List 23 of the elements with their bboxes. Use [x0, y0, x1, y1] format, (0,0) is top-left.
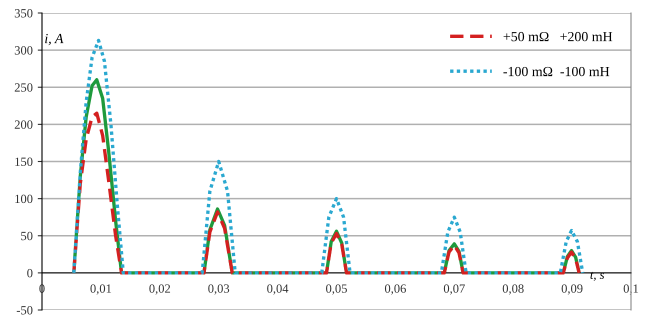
y-tick-label: 250 — [14, 83, 32, 92]
x-tick-label: 0,05 — [326, 284, 347, 295]
y-tick-label: 100 — [15, 194, 32, 204]
x-tick-label: 0,09 — [562, 284, 583, 295]
x-tick-label: 0,08 — [502, 284, 524, 295]
legend-label: +50 mΩ +200 mH — [504, 32, 612, 42]
x-tick-label: 0,04 — [267, 284, 288, 295]
x-tick-label: 0,02 — [149, 284, 170, 295]
line-series — [72, 112, 581, 275]
y-tick-label: 350 — [14, 9, 32, 18]
y-tick-label: 300 — [14, 46, 32, 55]
y-tick-label: 0 — [27, 268, 32, 278]
y-axis-title: i, A — [45, 34, 64, 46]
y-tick-label: 150 — [15, 158, 32, 166]
x-tick-label: 0,01 — [90, 284, 112, 295]
x-axis-title: t, s — [590, 272, 604, 281]
y-tick-label: 200 — [14, 120, 32, 129]
x-tick-label: 0,06 — [384, 284, 406, 295]
legend-label: -100 mΩ -100 mH — [503, 66, 610, 76]
y-tick-label: -50 — [16, 306, 32, 314]
y-tick-label: 50 — [21, 232, 32, 240]
x-tick-label: 0,07 — [444, 284, 465, 295]
x-tick-label: 0,03 — [208, 284, 230, 295]
